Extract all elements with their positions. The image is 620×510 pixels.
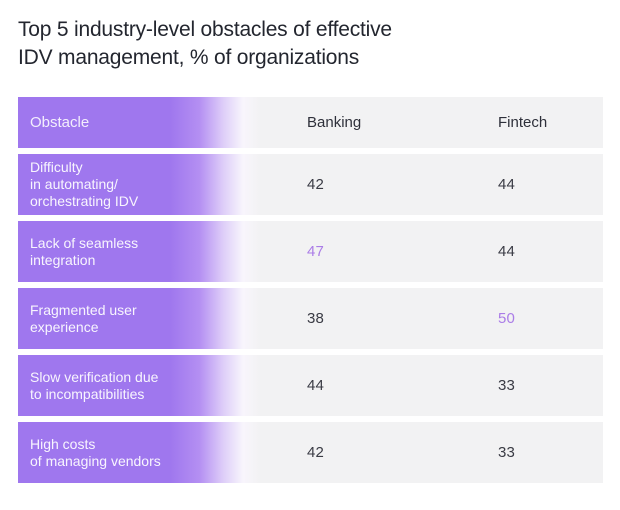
chart-title-line2: IDV management, % of organizations: [18, 46, 360, 69]
column-header-banking: Banking: [307, 114, 362, 131]
table-row-high-costs: High costs of managing vendors 42 33: [18, 422, 603, 483]
column-header-obstacle: Obstacle: [30, 114, 90, 131]
obstacles-table: Obstacle Banking Fintech Difficulty in a…: [18, 97, 603, 483]
table-row-fragmented-experience: Fragmented user experience 38 50: [18, 288, 603, 349]
column-header-fintech: Fintech: [498, 114, 548, 131]
table-header-row: Obstacle Banking Fintech: [18, 97, 603, 148]
obstacle-label: High costs of managing vendors: [30, 435, 161, 469]
fintech-value: 33: [498, 444, 516, 461]
table-row-difficulty-automating: Difficulty in automating/ orchestrating …: [18, 154, 603, 215]
banking-value: 47: [307, 243, 325, 260]
fintech-value: 33: [498, 377, 516, 394]
chart-title-line1: Top 5 industry-level obstacles of effect…: [18, 18, 392, 41]
fintech-value: 44: [498, 176, 516, 193]
fintech-value: 44: [498, 243, 516, 260]
banking-value: 44: [307, 377, 325, 394]
obstacle-label: Fragmented user experience: [30, 301, 137, 335]
obstacle-label: Slow verification due to incompatibiliti…: [30, 368, 159, 402]
obstacle-label: Difficulty in automating/ orchestrating …: [30, 159, 139, 209]
chart-title: Top 5 industry-level obstacles of effect…: [18, 16, 603, 72]
banking-value: 38: [307, 310, 325, 327]
obstacle-label: Lack of seamless integration: [30, 234, 139, 268]
banking-value: 42: [307, 444, 325, 461]
table-row-slow-verification: Slow verification due to incompatibiliti…: [18, 355, 603, 416]
chart-card: Top 5 industry-level obstacles of effect…: [18, 16, 603, 483]
fintech-value: 50: [498, 310, 516, 327]
banking-value: 42: [307, 176, 325, 193]
table-row-lack-of-integration: Lack of seamless integration 47 44: [18, 221, 603, 282]
